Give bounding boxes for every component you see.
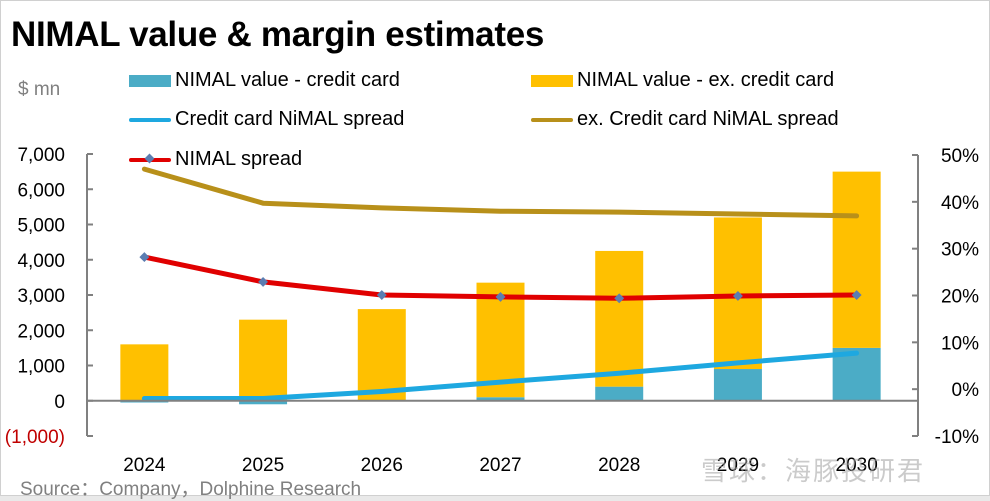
marker-nimal-spread-2026 bbox=[376, 290, 387, 300]
legend-line-nimal-spread bbox=[129, 153, 171, 163]
legend-label: NIMAL value - ex. credit card bbox=[577, 69, 835, 91]
left-axis-unit-label: $ mn bbox=[18, 79, 61, 100]
watermark-text: 雪球：海豚投研君 bbox=[701, 456, 926, 486]
marker-nimal-spread-2029 bbox=[732, 291, 743, 301]
right-axis-tick-label: -10% bbox=[935, 427, 979, 448]
bars-layer bbox=[120, 171, 881, 405]
marker-nimal-spread-2025 bbox=[258, 276, 269, 287]
x-axis-tick-label: 2025 bbox=[242, 455, 284, 476]
bar-nimal-value-credit-card-2027 bbox=[476, 397, 525, 401]
legend-item-ex-credit-card-value: NIMAL value - ex. credit card bbox=[531, 69, 834, 92]
legend-item-nimal-spread: NIMAL spread bbox=[129, 148, 302, 171]
legend-swatch-ex-credit-card-value bbox=[531, 74, 573, 87]
marker-nimal-spread-2027 bbox=[495, 291, 506, 302]
left-axis-tick-label: 0 bbox=[54, 392, 65, 413]
legend-label: ex. Credit card NiMAL spread bbox=[577, 108, 839, 130]
line-ex-credit-card-nimal-spread bbox=[141, 166, 860, 219]
left-axis-tick-label: 3,000 bbox=[17, 286, 65, 307]
left-axis-tick-label: 7,000 bbox=[17, 145, 65, 166]
right-axis-tick-label: 0% bbox=[952, 380, 980, 401]
bar-nimal-value-ex-credit-card-2026 bbox=[357, 309, 406, 401]
x-axis-tick-label: 2029 bbox=[717, 455, 759, 476]
right-axis-tick-label: 50% bbox=[941, 146, 979, 167]
bar-nimal-value-ex-credit-card-2025 bbox=[239, 319, 288, 401]
chart-title: NIMAL value & margin estimates bbox=[11, 15, 545, 54]
bar-nimal-value-credit-card-2029 bbox=[713, 369, 762, 401]
legend-label: NIMAL spread bbox=[175, 148, 303, 170]
bar-nimal-value-ex-credit-card-2024 bbox=[120, 344, 169, 401]
right-axis-tick-label: 30% bbox=[941, 240, 979, 261]
bar-nimal-value-credit-card-2028 bbox=[595, 386, 644, 401]
left-axis-tick-label: 5,000 bbox=[17, 216, 65, 237]
marker-nimal-spread-2024 bbox=[139, 252, 150, 263]
left-axis-tick-label: 1,000 bbox=[17, 357, 65, 378]
legend-item-credit-card-value: NIMAL value - credit card bbox=[129, 69, 400, 92]
lines-layer bbox=[139, 166, 862, 401]
x-axis-tick-label: 2026 bbox=[361, 455, 403, 476]
legend-label: NIMAL value - credit card bbox=[175, 69, 400, 91]
bar-nimal-value-ex-credit-card-2030 bbox=[832, 171, 881, 348]
legend-line-credit-card-spread bbox=[129, 117, 171, 122]
bar-nimal-value-ex-credit-card-2028 bbox=[595, 250, 644, 387]
source-footer: Source：Company，Dolphine Research bbox=[20, 479, 362, 500]
left-axis-tick-label: 6,000 bbox=[17, 180, 65, 201]
left-axis-tick-label: (1,000) bbox=[5, 427, 65, 448]
marker-nimal-spread-2028 bbox=[614, 293, 625, 304]
left-axis-tick-label: 2,000 bbox=[17, 321, 65, 342]
right-axis-tick-label: 40% bbox=[941, 193, 979, 214]
legend-label: Credit card NiMAL spread bbox=[175, 108, 405, 130]
left-axis-tick-label: 4,000 bbox=[17, 251, 65, 272]
x-axis-tick-label: 2027 bbox=[479, 455, 521, 476]
x-axis-tick-label: 2028 bbox=[598, 455, 640, 476]
marker-nimal-spread-2030 bbox=[851, 290, 862, 300]
bar-nimal-value-credit-card-2025 bbox=[239, 400, 288, 405]
right-axis-tick-label: 20% bbox=[941, 287, 979, 308]
legend-line-ex-credit-card-spread bbox=[531, 117, 573, 122]
right-axis-tick-label: 10% bbox=[941, 333, 979, 354]
legend-swatch-credit-card-value bbox=[129, 74, 171, 87]
x-axis-tick-label: 2030 bbox=[836, 455, 878, 476]
line-credit-card-nimal-spread bbox=[141, 350, 860, 401]
axes-layer: (1,000) 0 1,000 2,000 3,000 4,000 5,000 6,000 7,… bbox=[5, 145, 979, 476]
x-axis-tick-label: 2024 bbox=[123, 455, 166, 476]
legend-item-credit-card-spread: Credit card NiMAL spread bbox=[129, 108, 404, 131]
legend-item-ex-credit-card-spread: ex. Credit card NiMAL spread bbox=[531, 108, 839, 131]
